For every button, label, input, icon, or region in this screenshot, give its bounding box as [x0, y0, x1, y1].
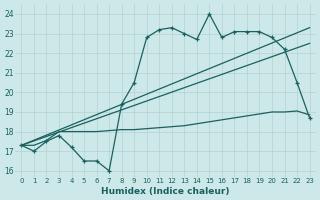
X-axis label: Humidex (Indice chaleur): Humidex (Indice chaleur) [101, 187, 230, 196]
